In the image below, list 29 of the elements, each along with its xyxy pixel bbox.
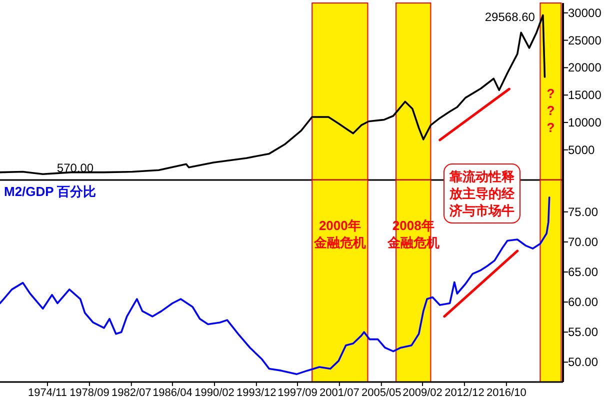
y-tick-label: 30000 — [568, 6, 602, 20]
x-tick-label: 2012/12 — [444, 387, 484, 399]
band-label: 2000年金融危机 — [312, 218, 366, 250]
x-tick-label: 1974/11 — [28, 387, 67, 399]
x-tick-label: 1982/07 — [112, 387, 152, 399]
chart-title: M2/GDP 百分比 — [4, 184, 96, 199]
x-tick-label: 1990/02 — [194, 387, 234, 399]
band-label: ??? — [546, 86, 555, 135]
y-tick-label: 70.00 — [568, 234, 598, 249]
y-tick-label: 60.00 — [568, 295, 598, 310]
y-tick-label: 55.00 — [568, 325, 598, 340]
y-tick-label: 5000 — [568, 142, 596, 157]
y-tick-label: 25000 — [568, 33, 602, 48]
x-tick-label: 2009/02 — [402, 387, 442, 399]
y-tick-label: 65.00 — [568, 264, 598, 279]
y-tick-label: 10000 — [568, 115, 602, 130]
y-tick-label: 50.00 — [568, 355, 598, 370]
y-tick-label: 75.00 — [568, 204, 598, 219]
x-tick-label: 1993/12 — [236, 387, 276, 399]
y-tick-label: 15000 — [568, 88, 602, 102]
x-tick-label: 1986/04 — [152, 387, 192, 399]
x-tick-label: 2001/07 — [320, 387, 360, 399]
y-tick-label: 20000 — [568, 60, 602, 75]
annotation: 靠流动性释放主导的经济与市场牛 — [448, 169, 516, 218]
annotation: 29568.60 — [484, 10, 536, 24]
x-tick-label: 1997/09 — [278, 387, 318, 399]
x-tick-label: 2016/10 — [486, 387, 526, 399]
x-tick-label: 1978/09 — [70, 387, 110, 399]
x-tick-label: 2005/05 — [362, 387, 402, 399]
